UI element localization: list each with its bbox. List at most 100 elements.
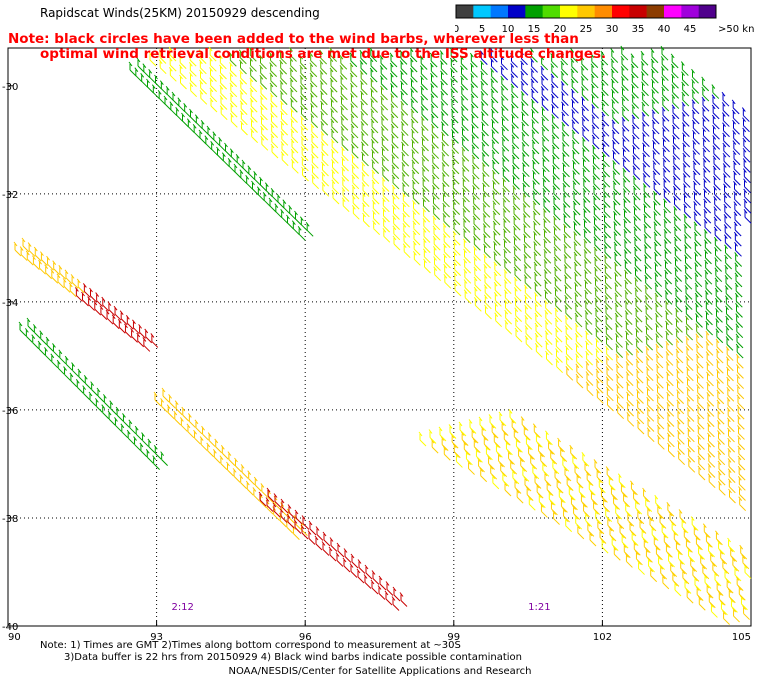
wind-barb xyxy=(571,119,580,135)
wind-barb xyxy=(604,274,612,290)
wind-barb xyxy=(64,269,73,285)
wind-barb xyxy=(623,208,631,224)
wind-barb xyxy=(585,371,594,386)
wind-barb xyxy=(399,50,408,65)
wind-barb xyxy=(656,414,665,430)
wind-barb xyxy=(653,251,662,267)
wind-barb xyxy=(573,221,581,236)
wind-barb xyxy=(624,289,633,305)
wind-barb xyxy=(697,435,705,450)
wind-barb xyxy=(249,77,258,93)
wind-barb xyxy=(600,81,609,96)
wind-barb xyxy=(179,417,188,432)
wind-barb xyxy=(248,46,257,62)
wind-barb xyxy=(645,325,653,341)
wind-barb xyxy=(626,401,635,417)
wind-barb xyxy=(199,79,208,95)
wind-barb xyxy=(503,289,512,305)
wind-barb xyxy=(269,52,277,67)
wind-barb xyxy=(512,215,521,231)
wind-barb xyxy=(615,353,624,369)
wind-barb xyxy=(530,58,539,73)
wind-barb xyxy=(664,300,673,315)
wind-barb xyxy=(361,161,370,177)
wind-barb xyxy=(432,195,440,210)
wind-barb xyxy=(360,121,369,136)
wind-barb xyxy=(593,256,602,272)
wind-barb xyxy=(369,57,378,73)
wind-barb xyxy=(136,57,145,73)
wind-barb xyxy=(472,235,481,251)
wind-barb xyxy=(279,49,287,65)
wind-barb xyxy=(502,177,510,193)
wind-barb xyxy=(399,592,408,607)
wind-barb xyxy=(534,312,543,328)
wind-barb xyxy=(563,243,572,259)
wind-barb xyxy=(633,226,642,242)
wind-barb xyxy=(642,487,650,503)
wind-barb xyxy=(645,356,654,371)
wind-barb xyxy=(493,292,502,307)
wind-barb xyxy=(555,348,563,363)
wind-barb xyxy=(705,351,714,366)
wind-barb xyxy=(742,147,751,163)
wind-barb xyxy=(645,366,654,381)
wind-barb xyxy=(682,173,691,188)
wind-barb xyxy=(371,149,379,164)
wind-barb xyxy=(532,190,541,206)
wind-barb xyxy=(644,295,653,310)
wind-barb xyxy=(280,498,289,514)
wind-barb xyxy=(678,509,687,524)
wind-barb xyxy=(726,386,735,402)
wind-barb xyxy=(232,468,241,483)
wind-barb xyxy=(633,236,642,252)
wind-barb xyxy=(259,64,268,80)
wind-barb xyxy=(594,277,602,292)
wind-barb xyxy=(703,208,712,224)
wind-barb xyxy=(381,156,390,172)
wind-barb xyxy=(650,68,659,84)
wind-barb xyxy=(595,338,603,353)
wind-barb xyxy=(673,196,681,211)
wind-barb xyxy=(269,103,278,118)
legend-label: 10 xyxy=(502,24,515,35)
wind-barb xyxy=(695,313,703,328)
wind-barb xyxy=(561,111,570,127)
legend-label: 15 xyxy=(528,24,541,35)
wind-barb xyxy=(695,353,704,369)
wind-barb xyxy=(88,391,97,407)
wind-barb xyxy=(593,246,602,262)
wind-barb xyxy=(726,376,735,392)
wind-barb xyxy=(691,89,700,104)
wind-barb xyxy=(631,124,640,140)
wind-barb xyxy=(696,414,705,430)
wind-barb xyxy=(673,236,682,252)
wind-barb xyxy=(239,169,248,185)
wind-barb xyxy=(713,226,722,242)
wind-barb xyxy=(523,253,532,269)
wind-barb xyxy=(581,116,590,132)
wind-barb xyxy=(666,501,675,517)
wind-barb xyxy=(19,246,28,261)
wind-barb xyxy=(564,294,573,310)
wind-barb xyxy=(250,118,258,133)
wind-barb xyxy=(728,488,736,504)
wind-barb xyxy=(665,351,674,366)
wind-barb xyxy=(651,109,660,125)
wind-barb xyxy=(249,108,258,123)
wind-barb xyxy=(555,358,564,374)
wind-barb xyxy=(492,200,501,216)
wind-barb xyxy=(399,70,408,86)
wind-barb xyxy=(480,91,489,106)
wind-barb xyxy=(235,154,244,169)
wind-barb xyxy=(341,177,350,192)
wind-barb xyxy=(300,115,309,131)
wind-barb xyxy=(128,419,137,435)
wind-barb xyxy=(462,187,470,203)
wind-barb xyxy=(168,56,177,72)
wind-barb xyxy=(480,80,489,96)
wind-barb xyxy=(721,102,730,117)
wind-barb xyxy=(653,221,662,237)
wind-barb xyxy=(645,335,654,351)
wind-barb xyxy=(351,164,360,179)
